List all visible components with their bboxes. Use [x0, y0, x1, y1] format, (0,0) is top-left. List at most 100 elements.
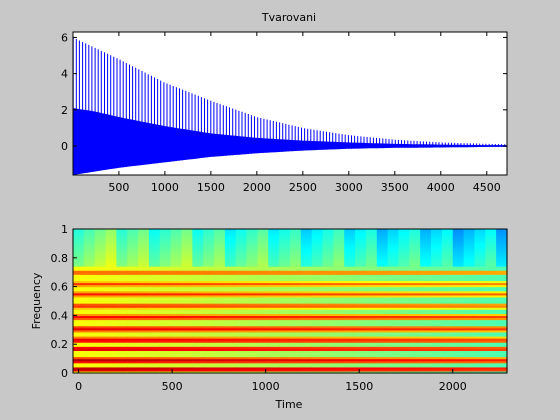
- waveform-x-tick-label: 500: [108, 181, 129, 194]
- spectrogram-cell: [365, 274, 378, 277]
- spectrogram-cell: [73, 274, 85, 277]
- spectrogram-cell: [463, 338, 476, 341]
- spectrogram-cell: [409, 243, 421, 247]
- spectrogram-cell: [441, 286, 454, 290]
- spectrogram-cell: [376, 333, 389, 337]
- spectrogram-cell: [420, 342, 432, 345]
- spectrogram-cell: [83, 303, 96, 306]
- spectrogram-cell: [127, 319, 139, 323]
- spectrogram-cell: [474, 251, 486, 255]
- spectrogram-cell: [235, 251, 248, 255]
- spectrogram-cell: [290, 276, 302, 279]
- spectrogram-cell: [148, 317, 161, 321]
- spectrogram-cell: [170, 233, 183, 236]
- spectrogram-cell: [192, 266, 204, 269]
- spectrogram-cell: [322, 280, 334, 284]
- spectrogram-cell: [257, 313, 269, 316]
- spectrogram-cell: [268, 229, 280, 232]
- spectrogram-cell: [127, 348, 139, 351]
- spectrogram-cell: [138, 352, 150, 356]
- spectrogram-cell: [365, 247, 378, 251]
- spectrogram-cell: [138, 305, 150, 308]
- spectrogram-cell: [376, 301, 389, 304]
- spectrogram-cell: [290, 263, 302, 267]
- spectrogram-cell: [170, 261, 183, 265]
- spectrogram-cell: [279, 276, 291, 279]
- spectrogram-cell: [268, 239, 280, 242]
- spectrogram-cell: [257, 239, 269, 242]
- spectrogram-cell: [235, 362, 248, 366]
- spectrogram-cell: [311, 274, 324, 277]
- spectrogram-cell: [452, 301, 465, 304]
- spectrogram-cell: [463, 323, 476, 327]
- spectrogram-cell: [246, 364, 259, 368]
- spectrogram-cell: [322, 344, 334, 347]
- spectrogram-cell: [355, 370, 367, 374]
- spectrogram-cell: [203, 235, 215, 238]
- spectrogram-cell: [409, 298, 421, 302]
- spectrogram-cell: [344, 259, 356, 263]
- spectrogram-cell: [214, 333, 226, 337]
- spectrogram-cell: [148, 368, 161, 372]
- spectrogram-cell: [138, 321, 150, 325]
- spectrogram-cell: [333, 284, 345, 288]
- spectrogram-cell: [148, 321, 161, 325]
- spectrogram-cell: [409, 348, 421, 351]
- spectrogram-cell: [246, 360, 259, 364]
- spectrogram-cell: [224, 280, 237, 284]
- spectrogram-cell: [214, 266, 226, 269]
- spectrogram-cell: [431, 253, 443, 257]
- spectrogram-cell: [420, 329, 432, 333]
- spectrogram-cell: [322, 325, 334, 329]
- spectrogram-cell: [257, 311, 269, 314]
- spectrogram-cell: [73, 348, 85, 351]
- spectrogram-cell: [224, 360, 237, 364]
- spectrogram-cell: [496, 331, 508, 335]
- spectrogram-cell: [224, 255, 237, 259]
- spectrogram-cell: [159, 301, 172, 304]
- spectrogram-cell: [376, 274, 389, 277]
- spectrogram-cell: [496, 272, 508, 275]
- spectrogram-cell: [83, 245, 96, 249]
- spectrogram-cell: [300, 280, 313, 284]
- spectrogram-cell: [355, 290, 367, 294]
- spectrogram-cell: [474, 313, 486, 316]
- spectrogram-cell: [105, 298, 117, 302]
- spectrogram-cell: [290, 266, 302, 269]
- spectrogram-cell: [224, 348, 237, 351]
- spectrogram-cell: [170, 288, 183, 292]
- spectrogram-cell: [116, 303, 128, 306]
- spectrogram-cell: [463, 370, 476, 374]
- spectrogram-cell: [474, 255, 486, 259]
- spectrogram-cell: [116, 286, 128, 290]
- spectrogram-cell: [431, 342, 443, 345]
- spectrogram-cell: [485, 317, 497, 321]
- spectrogram-cell: [214, 282, 226, 286]
- spectrogram-cell: [138, 276, 150, 279]
- spectrogram-cell: [333, 255, 345, 259]
- spectrogram-cell: [138, 368, 150, 372]
- spectrogram-cell: [257, 358, 269, 362]
- spectrogram-cell: [203, 311, 215, 314]
- spectrogram-cell: [322, 259, 334, 263]
- spectrogram-cell: [398, 344, 410, 347]
- spectrogram-cell: [257, 298, 269, 302]
- spectrogram-cell: [463, 317, 476, 321]
- spectrogram-cell: [420, 263, 432, 267]
- spectrogram-cell: [159, 305, 172, 308]
- spectrogram-cell: [94, 350, 107, 354]
- spectrogram-cell: [311, 358, 324, 362]
- spectrogram-cell: [463, 303, 476, 306]
- spectrogram-cell: [463, 296, 476, 300]
- spectrogram-cell: [170, 340, 183, 343]
- spectrogram-cell: [257, 292, 269, 296]
- spectrogram-cell: [311, 354, 324, 358]
- spectrogram-cell: [344, 303, 356, 306]
- spectrogram-cell: [192, 350, 204, 354]
- spectrogram-cell: [376, 313, 389, 316]
- spectrogram-cell: [322, 235, 334, 238]
- spectrogram-cell: [203, 301, 215, 304]
- spectrogram-cell: [214, 235, 226, 238]
- spectrogram-cell: [214, 329, 226, 333]
- spectrogram-cell: [127, 229, 139, 232]
